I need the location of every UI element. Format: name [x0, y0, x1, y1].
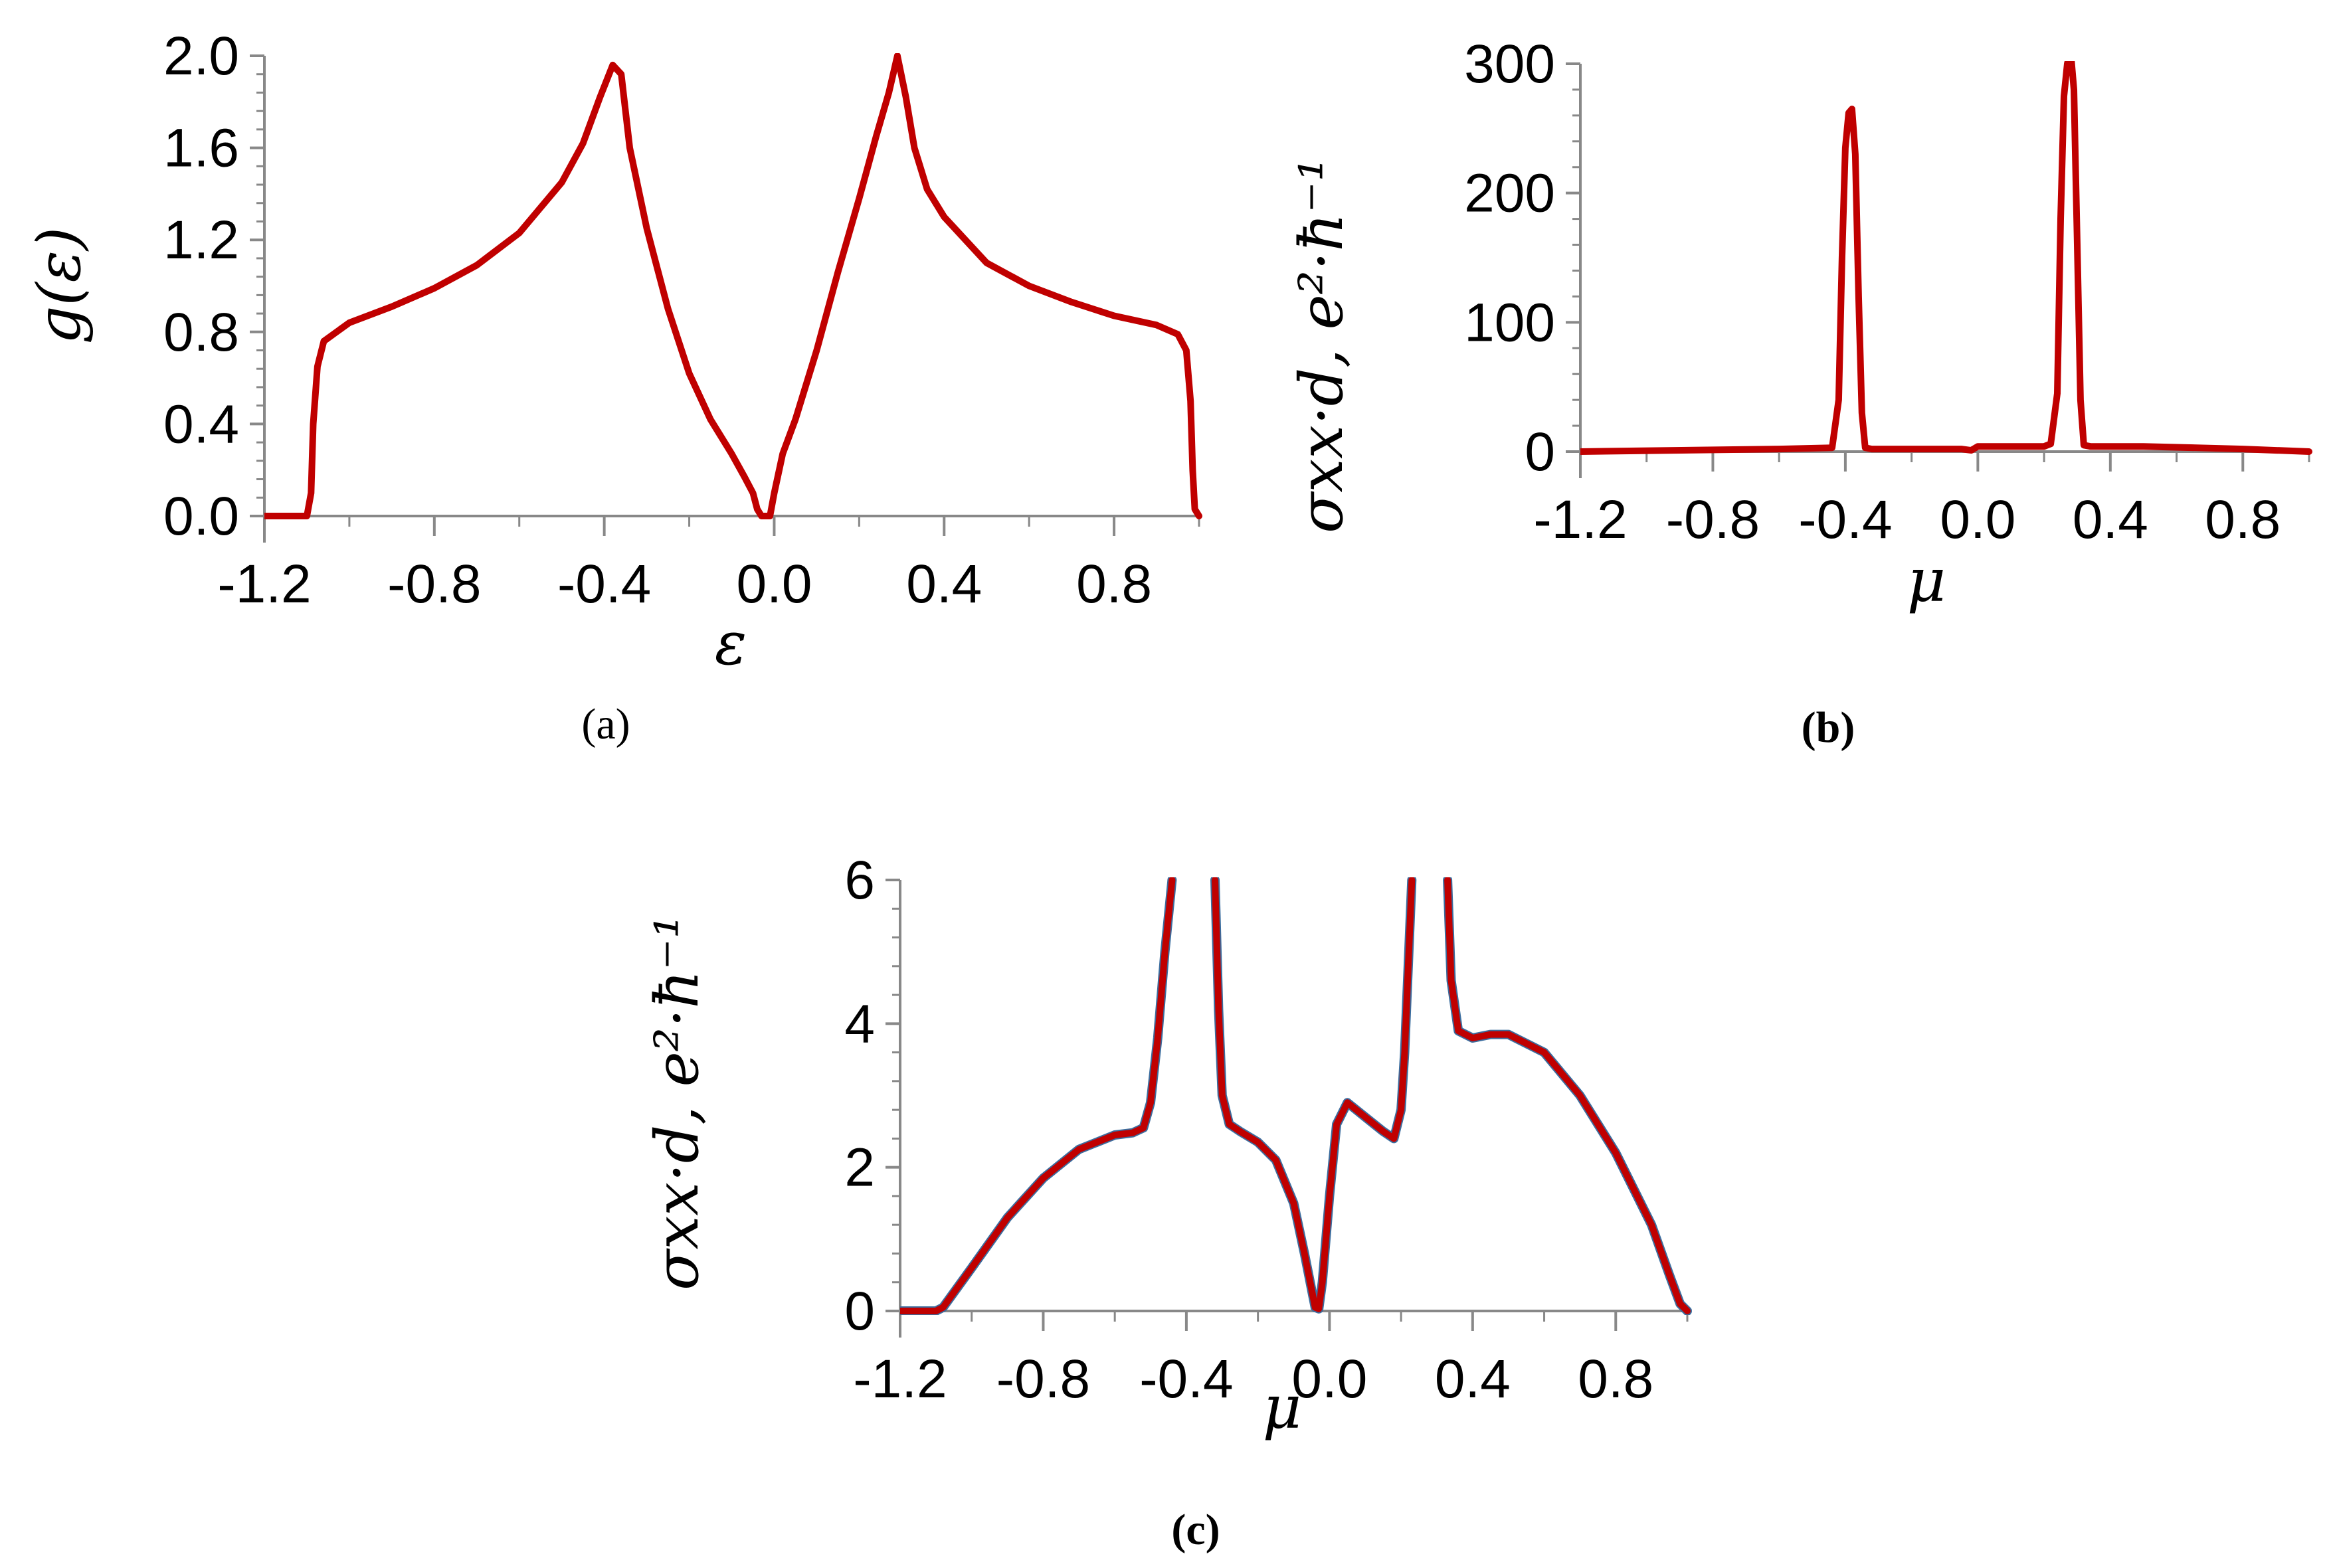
x-tick-label: 0.8 — [1076, 554, 1152, 614]
panel-a-x-axis-label: ε — [715, 609, 747, 679]
panel-a-caption: (a) — [581, 700, 630, 748]
panel-c-x-axis-label: μ — [1263, 1373, 1302, 1442]
y-tick-label: 6 — [844, 850, 875, 911]
y-tick-label: 2 — [844, 1138, 875, 1198]
panel-b-caption: (b) — [1802, 703, 1855, 752]
x-tick-label: 0.0 — [1940, 489, 2015, 550]
y-tick-label: 100 — [1464, 292, 1555, 353]
y-tick-label: 200 — [1464, 163, 1555, 224]
y-tick-label: 0.4 — [163, 394, 239, 454]
panel-b-y-axis-label: σxx·d, e²·ħ⁻¹ — [1287, 157, 1356, 533]
y-tick-label: 0 — [844, 1281, 875, 1342]
series-shadow-line — [1443, 877, 1692, 1315]
x-tick-label: -0.8 — [1666, 489, 1760, 550]
panel-c-series — [900, 877, 1692, 1315]
series-shadow-line — [1210, 877, 1417, 1314]
series-line — [1444, 877, 1691, 1314]
x-tick-label: -0.8 — [996, 1349, 1090, 1409]
x-tick-label: -1.2 — [1533, 489, 1627, 550]
x-tick-label: 0.8 — [1578, 1349, 1653, 1409]
x-tick-label: -0.4 — [1798, 489, 1892, 550]
y-tick-label: 300 — [1464, 34, 1555, 94]
panel-c-chart: 0 2 4 6 -1.2 -0.8 -0.4 0.0 0.4 0.8 μ σxx·d, e²·ħ⁻… — [642, 850, 1692, 1442]
y-tick-label: 1.6 — [163, 118, 239, 179]
y-tick-label: 0.0 — [163, 486, 239, 547]
series-line — [264, 53, 1202, 519]
panel-c-caption: (c) — [1171, 1506, 1220, 1554]
panel-c-tick-labels: 0 2 4 6 -1.2 -0.8 -0.4 0.0 0.4 0.8 — [844, 850, 1653, 1409]
panel-a-chart: 0.00.40.81.21.62.0-1.2 -0.8 -0.4 0.0 0.4 0.8 … — [25, 26, 1202, 679]
panel-b-x-axis-label: μ — [1907, 546, 1946, 616]
y-tick-label: 1.2 — [163, 210, 239, 270]
x-tick-label: -0.8 — [387, 554, 481, 614]
x-tick-label: 0.8 — [2205, 489, 2281, 550]
panel-b-series — [1580, 61, 2312, 455]
panel-b-tick-labels: 0 100 200 300 -1.2 -0.8 -0.4 0.0 0.4 0.8 — [1464, 34, 2281, 550]
y-tick-label: 2.0 — [163, 26, 239, 86]
series-shadow-line — [900, 877, 1177, 1315]
x-tick-label: 0.4 — [1435, 1349, 1511, 1409]
panel-a-series — [264, 53, 1202, 519]
panel-b-chart: 0 100 200 300 -1.2 -0.8 -0.4 0.0 0.4 0.8 μ σxx·d,… — [1287, 34, 2312, 616]
x-tick-label: -0.4 — [1139, 1349, 1233, 1409]
series-line — [900, 877, 1176, 1314]
x-tick-label: -1.2 — [853, 1349, 947, 1409]
x-tick-label: 0.4 — [2073, 489, 2148, 550]
y-tick-label: 0.8 — [163, 302, 239, 363]
x-tick-label: -0.4 — [557, 554, 651, 614]
series-line — [1212, 877, 1416, 1312]
x-tick-label: 0.0 — [1291, 1349, 1367, 1409]
y-tick-label: 4 — [844, 994, 875, 1054]
panel-a-tick-labels: 0.0 0.4 0.8 1.2 1.6 2.0 -1.2 -0.8 -0.4 0.0 0.4 0.8 — [163, 26, 1152, 614]
panel-a-y-axis-label: g(ε) — [25, 227, 94, 344]
series-line — [1580, 61, 2312, 455]
x-tick-label: 0.4 — [906, 554, 982, 614]
panel-c-y-axis-label: σxx·d, e²·ħ⁻¹ — [642, 915, 712, 1290]
x-tick-label: 0.0 — [736, 554, 812, 614]
panel-c-ticks — [886, 879, 1689, 1331]
x-tick-label: -1.2 — [217, 554, 311, 614]
y-tick-label: 0 — [1525, 422, 1555, 482]
panel-b-ticks — [1566, 62, 2310, 472]
